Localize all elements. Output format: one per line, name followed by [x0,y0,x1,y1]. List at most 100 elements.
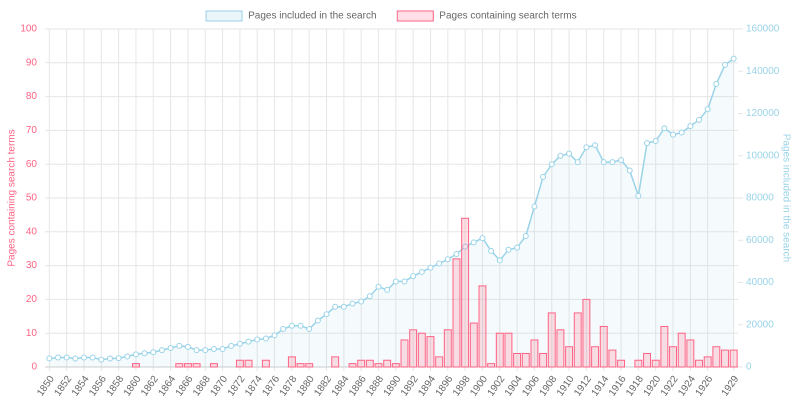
point [609,159,616,166]
bar [478,285,487,368]
bar [573,312,582,368]
x-tick-label: 1876 [260,374,282,399]
bar [461,217,470,368]
x-tick-label: 1870 [208,374,230,399]
y2-tick-label: 60000 [746,235,774,246]
point [401,278,408,285]
x-tick-label: 1882 [312,374,334,399]
point [271,332,278,339]
line-area [49,58,734,367]
y2-tick-label: 160000 [746,24,780,35]
bar [426,336,435,368]
x-tick-label: 1896 [434,374,456,399]
x-tick-label: 1929 [720,374,742,399]
point [635,192,642,199]
bar [443,329,452,368]
bar [391,363,400,368]
point [652,137,659,144]
y2-tick-label: 100000 [746,150,780,161]
bar [504,332,513,368]
x-tick-label: 1856 [87,374,109,399]
y-tick-label: 20 [26,294,38,305]
x-tick-label: 1866 [174,374,196,399]
bar [400,339,409,368]
bar [660,325,669,368]
point [262,335,269,342]
point [46,355,53,362]
legend-label: Pages containing search terms [439,11,576,22]
bar [417,332,426,368]
point [600,159,607,166]
bar [409,329,418,368]
point [618,156,625,163]
bar [261,359,270,368]
x-tick-label: 1894 [416,374,438,399]
point [124,353,131,360]
y2-tick-label: 0 [746,362,752,373]
point [167,344,174,351]
x-tick-label: 1900 [468,374,490,399]
point [245,338,252,345]
y-tick-label: 90 [26,57,38,68]
point [63,354,70,361]
bar [565,346,574,368]
x-tick-label: 1910 [555,374,577,399]
bar [686,339,695,368]
point [592,142,599,149]
x-tick-label: 1904 [503,374,525,399]
x-tick-label: 1858 [104,374,126,399]
point [280,325,287,332]
bar [729,349,738,368]
bar [296,363,305,368]
bar [305,363,314,368]
bar [183,363,192,368]
point [384,286,391,293]
point [418,268,425,275]
x-tick-label: 1888 [364,374,386,399]
bar [695,359,703,368]
point [514,244,521,251]
bar [452,258,461,368]
point [358,298,365,305]
point [583,144,590,151]
x-tick-label: 1898 [451,374,473,399]
point [375,283,382,290]
point [427,264,434,271]
bar [235,359,244,368]
x-tick-label: 1906 [520,374,542,399]
point [89,354,96,361]
y-tick-label: 70 [26,125,38,136]
point [141,350,148,357]
x-tick-label: 1918 [624,374,646,399]
x-tick-label: 1914 [590,374,612,399]
legend-swatch [396,10,434,22]
y-tick-label: 60 [26,159,38,170]
y2-tick-label: 40000 [746,277,774,288]
bar [547,312,556,368]
point [392,278,399,285]
y-tick-label: 50 [26,193,38,204]
point [661,125,668,132]
point [106,355,113,362]
x-tick-label: 1854 [70,374,92,399]
point [306,325,313,332]
point [722,61,729,68]
point [436,260,443,267]
y2-tick-label: 120000 [746,108,780,119]
bar [487,363,496,368]
point [115,355,122,362]
bar [348,363,357,368]
point [193,347,200,354]
point [314,317,321,324]
point [72,355,79,362]
point [548,161,555,168]
y-tick-label: 40 [26,226,38,237]
x-tick-label: 1902 [486,374,508,399]
x-tick-label: 1916 [607,374,629,399]
x-tick-label: 1868 [191,374,213,399]
point [557,152,564,159]
point [132,351,139,358]
bar [712,346,721,368]
x-tick-label: 1864 [156,374,178,399]
